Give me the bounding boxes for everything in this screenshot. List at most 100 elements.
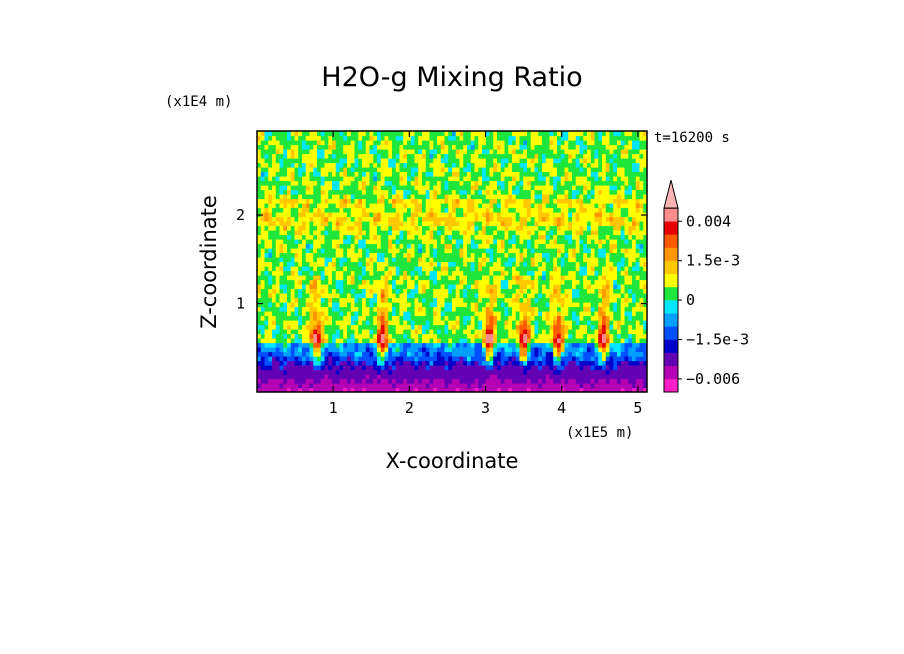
heatmap-cell xyxy=(452,311,457,317)
heatmap-cell xyxy=(474,252,479,258)
heatmap-cell xyxy=(287,374,292,380)
heatmap-cell xyxy=(422,333,427,339)
heatmap-cell xyxy=(332,383,337,389)
heatmap-cell xyxy=(279,234,284,240)
heatmap-cell xyxy=(347,149,352,155)
heatmap-cell xyxy=(545,288,551,294)
heatmap-cell xyxy=(343,347,348,353)
heatmap-cell xyxy=(384,329,389,335)
heatmap-cell xyxy=(302,342,307,348)
heatmap-cell xyxy=(410,297,416,303)
heatmap-cell xyxy=(399,320,404,326)
heatmap-cell xyxy=(350,234,356,240)
heatmap-cell xyxy=(328,347,333,353)
heatmap-cell xyxy=(328,221,333,227)
heatmap-cell xyxy=(302,140,307,146)
heatmap-cell xyxy=(358,221,363,227)
heatmap-cell xyxy=(493,257,498,263)
heatmap-cell xyxy=(425,297,431,303)
heatmap-cell xyxy=(365,306,371,312)
heatmap-cell xyxy=(564,306,569,312)
heatmap-cell xyxy=(388,347,393,353)
heatmap-cell xyxy=(489,158,494,164)
heatmap-cell xyxy=(560,239,566,245)
heatmap-cell xyxy=(504,311,509,317)
heatmap-cell xyxy=(470,378,476,384)
heatmap-cell xyxy=(317,306,322,312)
heatmap-cell xyxy=(369,194,374,200)
heatmap-cell xyxy=(455,131,461,137)
heatmap-cell xyxy=(425,311,431,317)
heatmap-cell xyxy=(257,194,262,200)
heatmap-cell xyxy=(523,369,528,375)
heatmap-cell xyxy=(275,320,281,326)
heatmap-cell xyxy=(335,275,341,281)
heatmap-cell xyxy=(545,351,551,357)
heatmap-cell xyxy=(313,288,318,294)
heatmap-cell xyxy=(350,230,356,236)
heatmap-cell xyxy=(512,311,517,317)
heatmap-cell xyxy=(422,306,427,312)
heatmap-cell xyxy=(275,252,281,258)
heatmap-cell xyxy=(497,230,502,236)
heatmap-cell xyxy=(272,212,277,218)
heatmap-cell xyxy=(317,207,322,213)
heatmap-cell xyxy=(485,248,491,254)
heatmap-cell xyxy=(260,185,266,191)
heatmap-cell xyxy=(369,176,374,182)
heatmap-cell xyxy=(425,347,431,353)
heatmap-cell xyxy=(448,149,453,155)
heatmap-cell xyxy=(410,279,416,285)
heatmap-cell xyxy=(459,257,464,263)
heatmap-cell xyxy=(399,261,404,267)
heatmap-cell xyxy=(407,248,412,254)
heatmap-cell xyxy=(572,347,577,353)
heatmap-cell xyxy=(317,288,322,294)
heatmap-cell xyxy=(407,180,412,186)
heatmap-cell xyxy=(485,180,491,186)
heatmap-cell xyxy=(429,180,434,186)
heatmap-cell xyxy=(339,203,344,209)
heatmap-cell xyxy=(339,216,344,222)
heatmap-cell xyxy=(542,351,547,357)
heatmap-cell xyxy=(328,158,333,164)
heatmap-cell xyxy=(369,131,374,137)
heatmap-cell xyxy=(530,212,536,218)
heatmap-cell xyxy=(257,198,262,204)
heatmap-cell xyxy=(335,293,341,299)
heatmap-cell xyxy=(538,198,543,204)
heatmap-cell xyxy=(515,342,521,348)
heatmap-cell xyxy=(414,252,419,258)
heatmap-cell xyxy=(564,257,569,263)
heatmap-cell xyxy=(287,243,292,249)
heatmap-cell xyxy=(515,266,521,272)
heatmap-cell xyxy=(422,302,427,308)
heatmap-cell xyxy=(493,180,498,186)
heatmap-cell xyxy=(305,171,311,177)
heatmap-cell xyxy=(283,212,288,218)
heatmap-cell xyxy=(527,135,532,141)
heatmap-cell xyxy=(290,189,296,195)
heatmap-cell xyxy=(414,212,419,218)
heatmap-cell xyxy=(422,261,427,267)
heatmap-cell xyxy=(497,225,502,231)
heatmap-cell xyxy=(455,333,461,339)
heatmap-cell xyxy=(422,320,427,326)
heatmap-cell xyxy=(459,360,464,366)
heatmap-cell xyxy=(500,203,506,209)
heatmap-cell xyxy=(493,171,498,177)
heatmap-cell xyxy=(403,153,408,159)
heatmap-cell xyxy=(279,158,284,164)
heatmap-cell xyxy=(264,153,269,159)
heatmap-cell xyxy=(538,311,543,317)
heatmap-cell xyxy=(515,360,521,366)
heatmap-cell xyxy=(560,194,566,200)
heatmap-cell xyxy=(335,216,341,222)
heatmap-cell xyxy=(452,351,457,357)
heatmap-cell xyxy=(527,212,532,218)
heatmap-cell xyxy=(414,351,419,357)
heatmap-cell xyxy=(275,356,281,362)
heatmap-cell xyxy=(530,378,536,384)
heatmap-cell xyxy=(575,171,581,177)
heatmap-cell xyxy=(474,243,479,249)
